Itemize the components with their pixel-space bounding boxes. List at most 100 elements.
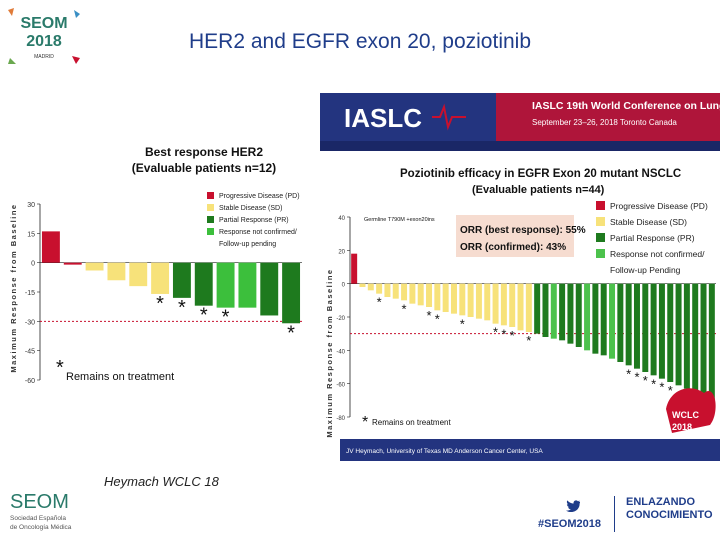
chart1-title: Best response HER2 xyxy=(145,145,263,159)
chart2-footnote-star: * xyxy=(362,414,368,431)
bar xyxy=(41,231,60,263)
bar xyxy=(500,283,507,326)
y-tick-label: 20 xyxy=(338,249,345,255)
treatment-star: * xyxy=(643,373,648,388)
legend-label: Progressive Disease (PD) xyxy=(610,201,708,211)
bar xyxy=(700,283,707,401)
treatment-star: * xyxy=(526,333,531,348)
bar xyxy=(392,283,399,299)
bar xyxy=(450,283,457,314)
egfr-chart: IASLC IASLC 19th World Conference on Lun… xyxy=(320,93,720,465)
slogan-line2: CONOCIMIENTO xyxy=(626,509,713,521)
legend-swatch xyxy=(596,233,605,242)
hashtag[interactable]: #SEOM2018 xyxy=(538,518,601,530)
bar xyxy=(129,262,148,287)
treatment-star: * xyxy=(435,311,440,326)
treatment-star: * xyxy=(222,307,230,329)
legend-label: Progressive Disease (PD) xyxy=(219,193,300,200)
bar xyxy=(85,262,104,271)
footer-divider xyxy=(614,496,615,532)
treatment-star: * xyxy=(377,295,382,310)
bar xyxy=(172,262,191,298)
bar xyxy=(484,283,491,321)
legend-label: Partial Response (PR) xyxy=(219,217,289,224)
bar xyxy=(63,262,82,265)
treatment-star: * xyxy=(634,370,639,385)
badge-line2: 2018 xyxy=(672,422,692,432)
slogan: ENLAZANDO CONOCIMIENTO xyxy=(626,496,713,522)
legend-label: Partial Response (PR) xyxy=(610,233,695,243)
chart1-footnote-star: * xyxy=(56,357,64,379)
y-tick-label: -80 xyxy=(336,416,345,422)
presenter: JV Heymach, University of Texas MD Ander… xyxy=(346,448,543,455)
y-tick-label: -15 xyxy=(25,290,35,297)
badge-line1: WCLC xyxy=(672,410,699,420)
seom-footer-sub2: de Oncología Médica xyxy=(10,524,72,531)
slide-title: HER2 and EGFR exon 20, poziotinib xyxy=(188,30,532,53)
bar xyxy=(107,262,126,281)
logo-line3: MADRID xyxy=(34,54,54,60)
treatment-star: * xyxy=(626,366,631,381)
treatment-star: * xyxy=(287,322,295,344)
y-tick-label: -20 xyxy=(336,316,345,322)
bar xyxy=(282,262,301,324)
seom-footer-sub1: Sociedad Española xyxy=(10,515,66,522)
iaslc-pulse-icon xyxy=(432,103,466,131)
treatment-star: * xyxy=(510,328,515,343)
legend-swatch xyxy=(207,192,214,199)
logo-line1: SEOM xyxy=(20,15,67,32)
treatment-star: * xyxy=(156,293,164,315)
bar xyxy=(658,283,665,379)
chart1-footnote: Remains on treatment xyxy=(66,371,174,383)
treatment-star: * xyxy=(659,380,664,395)
chart2-footnote: Remains on treatment xyxy=(372,418,451,427)
bar xyxy=(467,283,474,317)
legend-swatch xyxy=(207,204,214,211)
bar xyxy=(708,283,715,411)
bar xyxy=(492,283,499,324)
bar xyxy=(151,262,170,294)
orr-confirmed: ORR (confirmed): 43% xyxy=(460,242,566,253)
seom-footer-name: SEOM xyxy=(10,491,69,513)
legend-label: Stable Disease (SD) xyxy=(610,217,687,227)
her2-chart: Best response HER2 (Evaluable patients n… xyxy=(4,118,312,390)
legend-label: Response not confirmed/ xyxy=(610,249,705,259)
presenter-bar xyxy=(340,439,720,461)
banner-conference: IASLC 19th World Conference on Lung Canc… xyxy=(532,100,720,112)
bar xyxy=(525,283,532,332)
y-tick-label: 0 xyxy=(31,261,35,268)
bar xyxy=(675,283,682,386)
wclc-badge: WCLC 2018 xyxy=(666,388,716,433)
y-tick-label: -60 xyxy=(336,383,345,389)
bar xyxy=(692,283,699,394)
bar xyxy=(667,283,674,382)
treatment-star: * xyxy=(668,383,673,398)
bar xyxy=(409,283,416,304)
legend-label: Response not confirmed/ xyxy=(219,229,297,236)
bar xyxy=(384,283,391,297)
chart2-title: Poziotinib efficacy in EGFR Exon 20 muta… xyxy=(400,168,681,180)
bar xyxy=(216,262,235,308)
bar xyxy=(575,283,582,347)
bar xyxy=(517,283,524,331)
y-tick-label: -60 xyxy=(25,378,35,385)
chart1-subtitle: (Evaluable patients n=12) xyxy=(132,161,276,175)
seom-footer-logo: SEOM Sociedad Española de Oncología Médi… xyxy=(10,491,72,531)
treatment-star: * xyxy=(402,301,407,316)
chart2-ylabel: Maximum Response from Baseline xyxy=(325,268,334,437)
legend-label: Stable Disease (SD) xyxy=(219,205,282,212)
legend-swatch xyxy=(596,249,605,258)
bar xyxy=(509,283,516,327)
bar xyxy=(426,283,433,307)
seom-2018-logo: SEOM 2018 MADRID xyxy=(6,6,82,68)
bar xyxy=(417,283,424,306)
banner-dates: September 23–26, 2018 Toronto Canada xyxy=(532,118,677,127)
twitter-icon xyxy=(566,500,580,512)
bar xyxy=(683,283,690,389)
bar xyxy=(609,283,616,359)
bar xyxy=(542,283,549,337)
legend-swatch xyxy=(207,216,214,223)
legend-swatch xyxy=(596,201,605,210)
bar xyxy=(617,283,624,362)
bar xyxy=(367,283,374,291)
